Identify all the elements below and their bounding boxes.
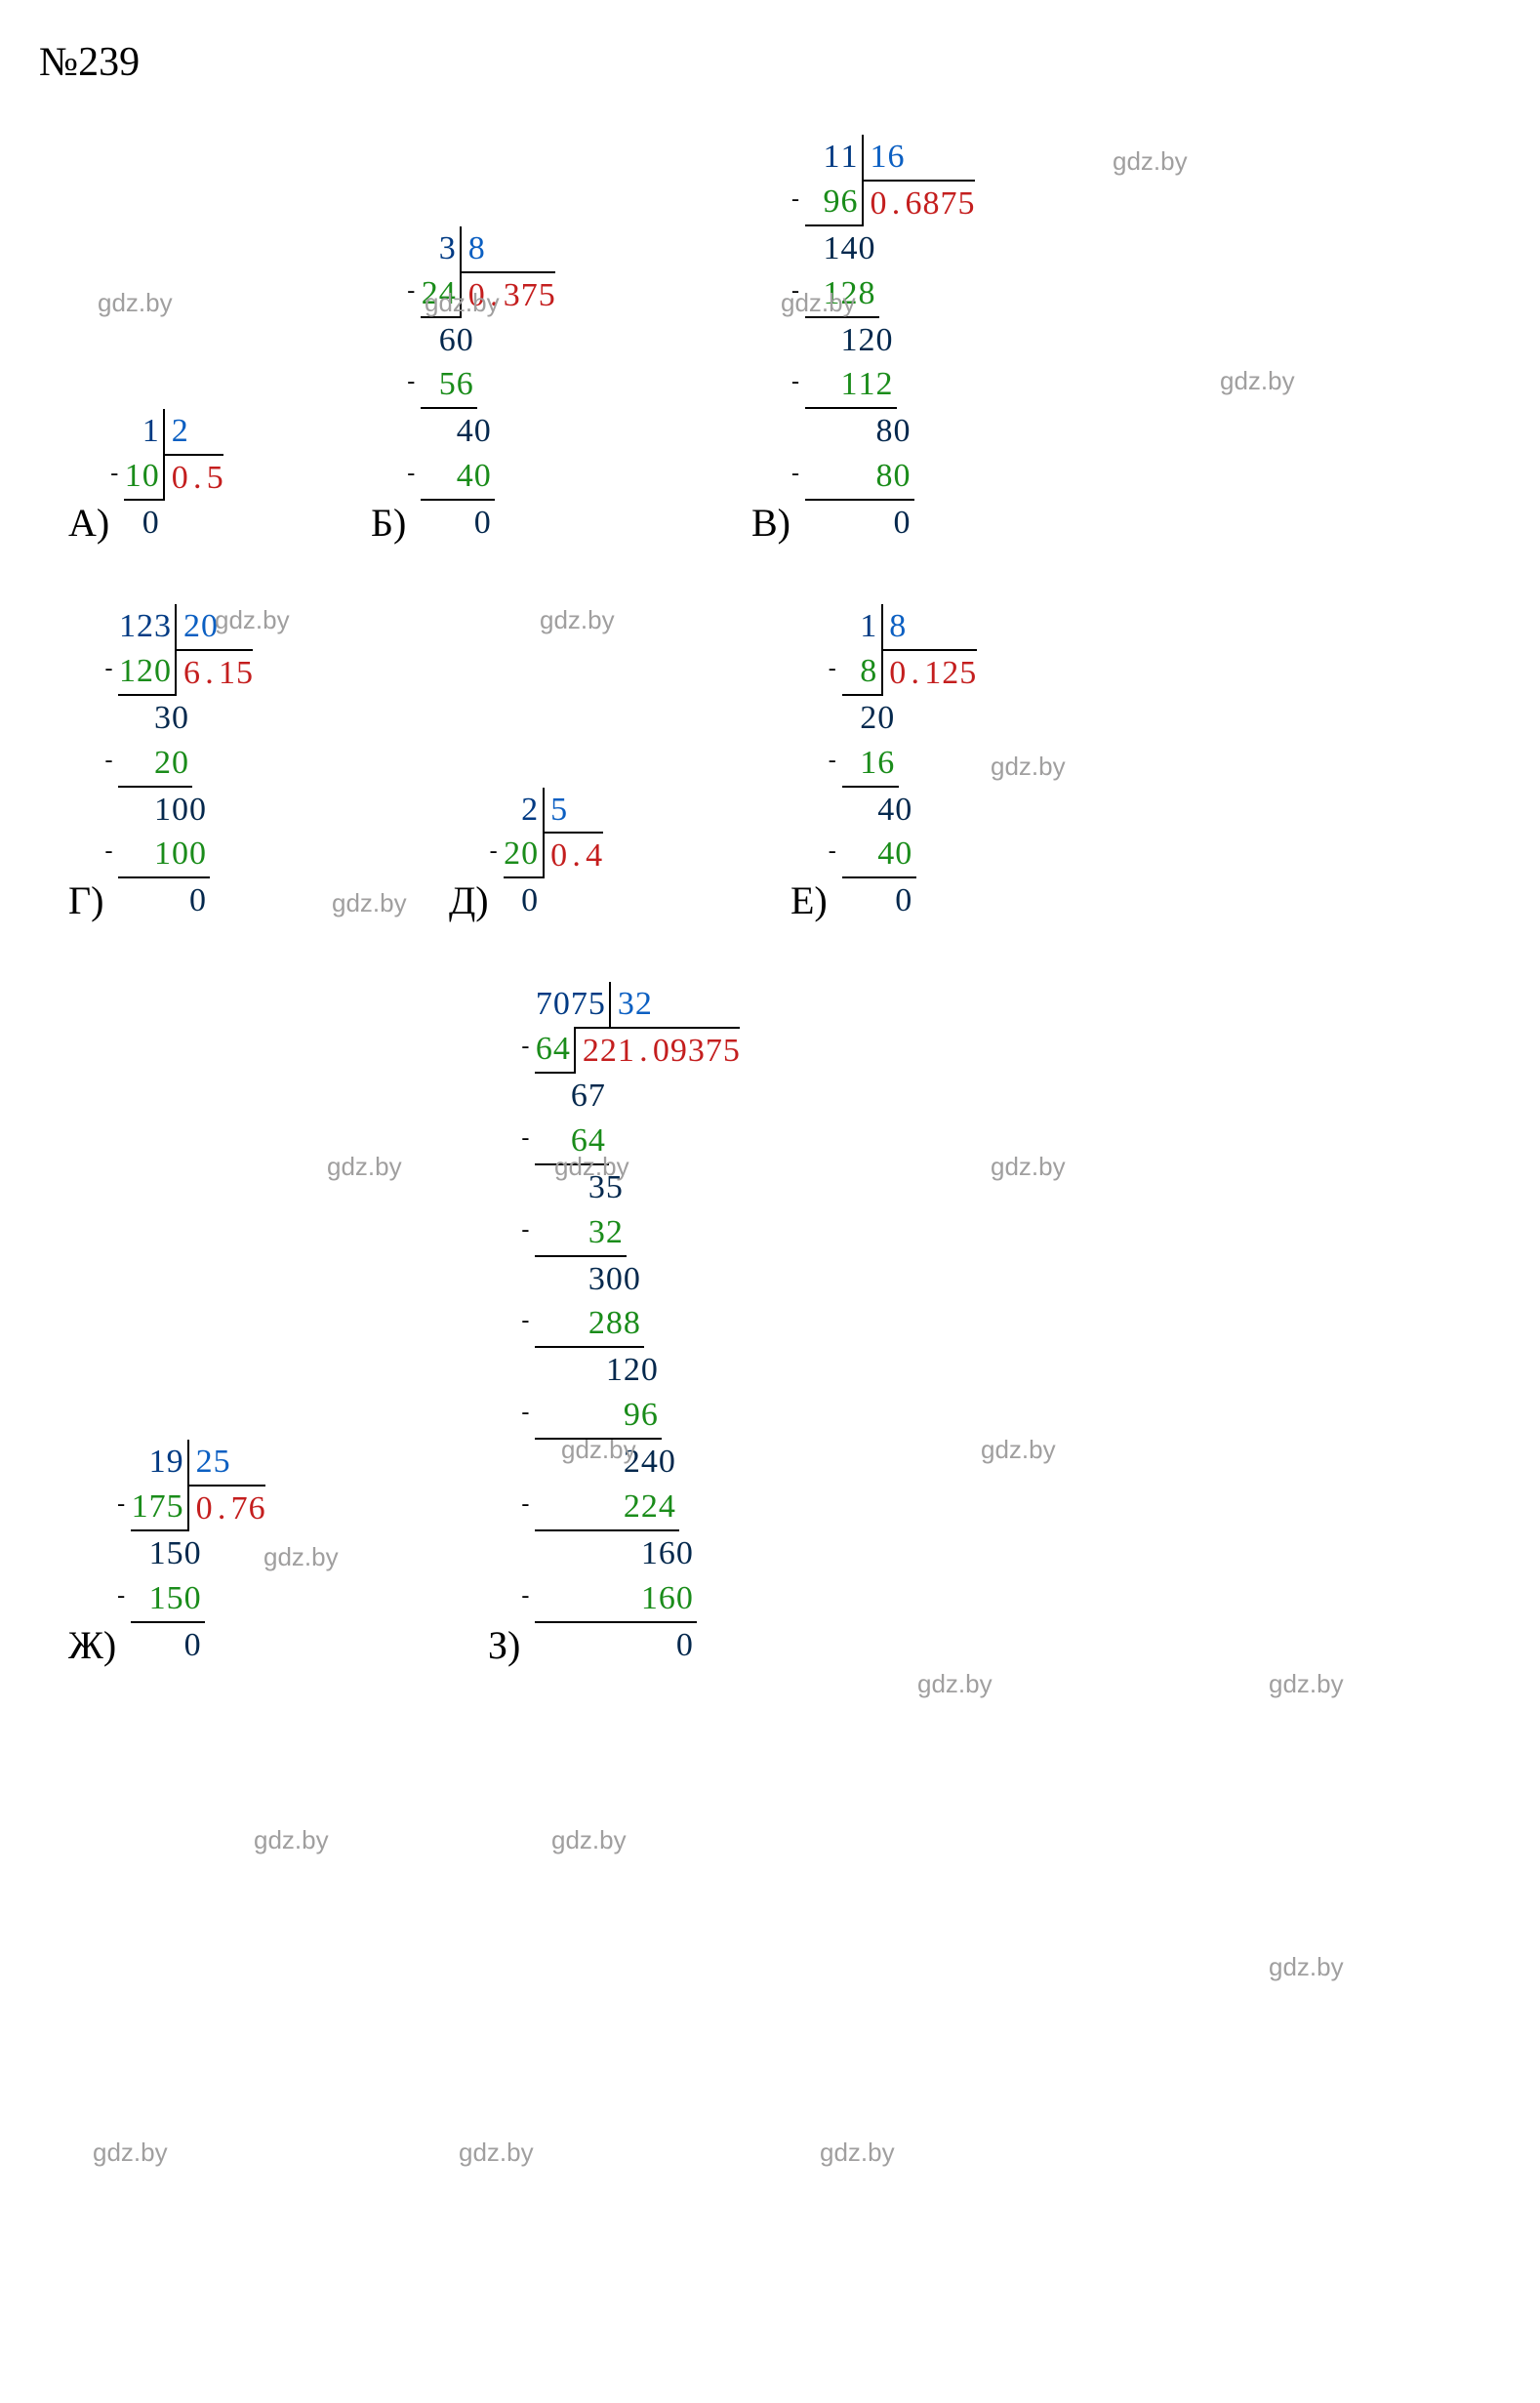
block-D: Д) 25200.40 — [449, 788, 761, 924]
watermark: gdz.by — [991, 752, 1066, 782]
division-E: 1880.125201640400 — [842, 604, 977, 923]
watermark: gdz.by — [540, 605, 615, 635]
division-D: 25200.40 — [504, 788, 603, 924]
watermark: gdz.by — [1113, 146, 1188, 177]
label-Z: З) — [488, 1622, 520, 1668]
watermark: gdz.by — [561, 1435, 636, 1465]
watermark: gdz.by — [425, 288, 500, 318]
label-E: Е) — [790, 877, 828, 923]
block-Z: З) 70753264221.0937567643532300288120962… — [488, 982, 1034, 1667]
watermark: gdz.by — [554, 1152, 629, 1182]
block-B: Б) 38240.375605640400 — [371, 226, 722, 546]
watermark: gdz.by — [781, 288, 856, 318]
label-A: А) — [68, 500, 109, 546]
watermark: gdz.by — [1269, 1952, 1344, 1982]
watermark: gdz.by — [991, 1152, 1066, 1182]
page-container: №239 А) 12100.50 Б) 38240.375605640400 В… — [39, 39, 1501, 1668]
division-G: 123201206.1530201001000 — [118, 604, 253, 923]
division-B: 38240.375605640400 — [421, 226, 555, 546]
block-G: Г) 123201206.1530201001000 — [68, 604, 420, 923]
row-1: А) 12100.50 Б) 38240.375605640400 В) 111… — [39, 135, 1501, 546]
division-V: 1116960.687514012812011280800 — [805, 135, 975, 546]
label-G: Г) — [68, 877, 103, 923]
label-D: Д) — [449, 877, 489, 923]
division-Z: 70753264221.0937567643532300288120962402… — [535, 982, 740, 1667]
watermark: gdz.by — [551, 1825, 627, 1855]
label-B: Б) — [371, 500, 406, 546]
watermark: gdz.by — [1220, 366, 1295, 396]
label-ZH: Ж) — [68, 1622, 116, 1668]
watermark: gdz.by — [327, 1152, 402, 1182]
watermark: gdz.by — [263, 1542, 339, 1572]
page-title: №239 — [39, 39, 1501, 86]
watermark: gdz.by — [332, 888, 407, 918]
division-ZH: 19251750.761501500 — [131, 1440, 265, 1667]
block-V: В) 1116960.687514012812011280800 — [751, 135, 1161, 546]
row-2: Г) 123201206.1530201001000 Д) 25200.40 Е… — [39, 604, 1501, 923]
watermark: gdz.by — [459, 2138, 534, 2168]
division-A: 12100.50 — [124, 409, 223, 546]
watermark: gdz.by — [1269, 1669, 1344, 1699]
block-A: А) 12100.50 — [68, 409, 342, 546]
watermark: gdz.by — [93, 2138, 168, 2168]
watermark: gdz.by — [215, 605, 290, 635]
watermark: gdz.by — [254, 1825, 329, 1855]
watermark: gdz.by — [98, 288, 173, 318]
block-E: Е) 1880.125201640400 — [790, 604, 1142, 923]
label-V: В) — [751, 500, 790, 546]
watermark: gdz.by — [820, 2138, 895, 2168]
watermark: gdz.by — [981, 1435, 1056, 1465]
watermark: gdz.by — [917, 1669, 993, 1699]
row-3: Ж) 19251750.761501500 З) 70753264221.093… — [39, 982, 1501, 1667]
